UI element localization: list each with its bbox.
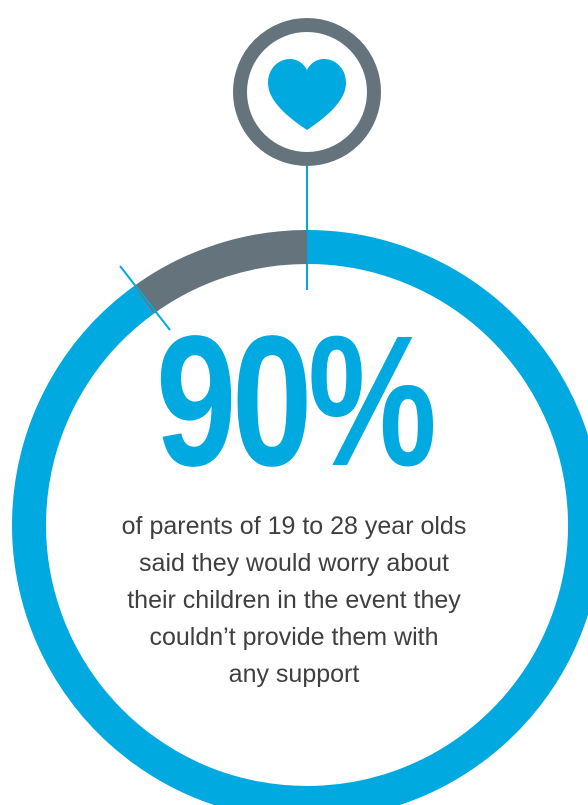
caption-line: couldn’t provide them with	[149, 623, 439, 651]
caption-line: of parents of 19 to 28 year olds	[121, 512, 467, 540]
segment-divider-tick	[119, 265, 171, 331]
stat-caption: of parents of 19 to 28 year olds said th…	[84, 508, 504, 693]
percentage-value: 90%	[155, 298, 437, 505]
donut-segment-majority	[12, 230, 588, 805]
caption-line: their children in the event they	[127, 586, 461, 614]
donut-segment-remainder	[133, 230, 308, 314]
caption-line: said they would worry about	[139, 549, 449, 577]
donut-chart	[12, 230, 588, 805]
caption-line: any support	[228, 660, 360, 688]
heart-icon	[268, 59, 346, 130]
